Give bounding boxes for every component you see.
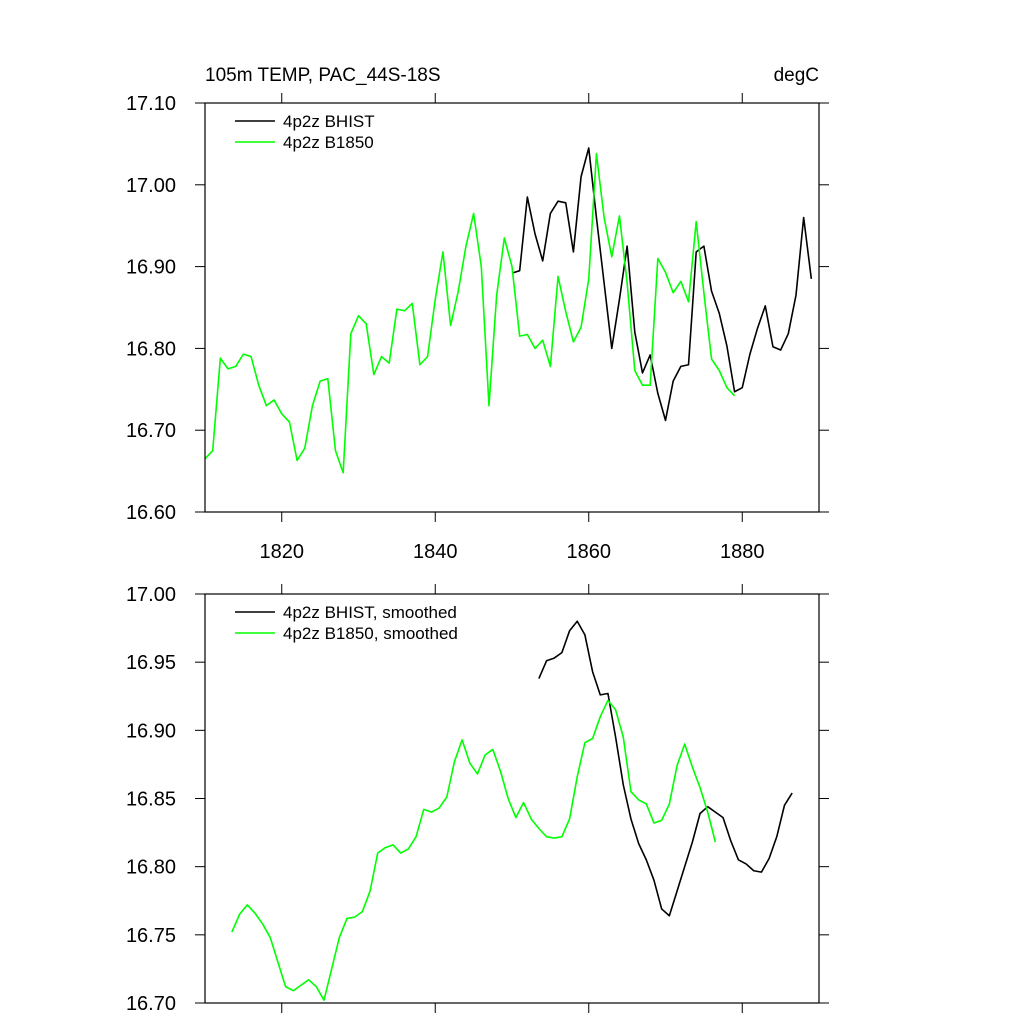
legend-label: 4p2z B1850, smoothed (283, 624, 458, 643)
x-tick-label: 1840 (413, 541, 458, 563)
y-tick-label: 16.60 (126, 502, 176, 524)
y-tick-label: 17.00 (126, 175, 176, 197)
panel: 16.70 16.75 16.80 16.85 16.90 16.95 17.00 4p2z … (126, 584, 829, 1015)
y-tick-label: 16.90 (126, 720, 176, 742)
series-line (231, 699, 717, 1002)
legend-label: 4p2z BHIST (283, 112, 375, 131)
y-tick-label: 16.70 (126, 420, 176, 442)
series-line (511, 147, 813, 422)
y-tick-label: 17.10 (126, 93, 176, 115)
x-tick-label: 1880 (720, 541, 765, 563)
plot-area (205, 147, 813, 474)
x-tick-label: 1820 (260, 541, 305, 563)
y-tick-label: 16.85 (126, 789, 176, 811)
plot-frame (204, 593, 820, 1004)
y-tick-label: 16.95 (126, 652, 176, 674)
plot-area (231, 620, 793, 1002)
x-tick-label: 1860 (567, 541, 612, 563)
chart-title: 105m TEMP, PAC_44S-18S (205, 65, 441, 86)
y-tick-label: 16.70 (126, 993, 176, 1015)
series-line (538, 620, 793, 917)
y-tick-label: 17.00 (126, 584, 176, 606)
series-line (205, 152, 736, 474)
units-label: degC (774, 65, 819, 86)
legend-label: 4p2z BHIST, smoothed (283, 603, 457, 622)
plot-frame (204, 102, 820, 513)
y-tick-label: 16.80 (126, 857, 176, 879)
y-tick-label: 16.75 (126, 925, 176, 947)
panel: 105m TEMP, PAC_44S-18S degC 16.60 16.70 16.8… (126, 65, 829, 563)
y-tick-label: 16.80 (126, 338, 176, 360)
y-tick-label: 16.90 (126, 257, 176, 279)
legend-label: 4p2z B1850 (283, 133, 374, 152)
